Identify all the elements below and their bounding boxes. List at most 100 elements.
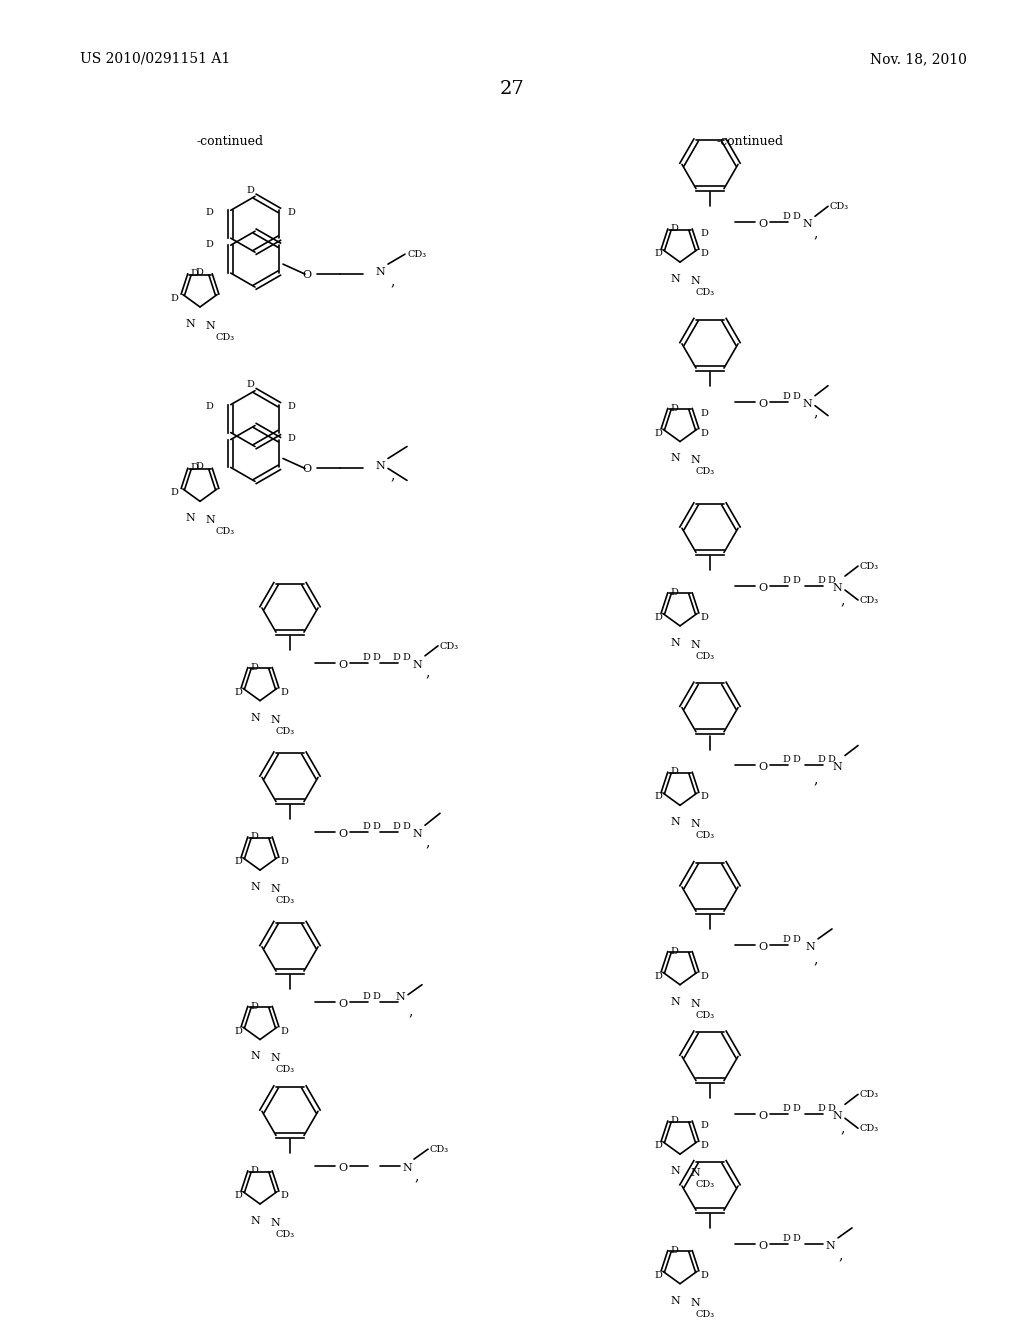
Text: D: D — [700, 972, 708, 981]
Text: D: D — [287, 403, 295, 411]
Text: ,: , — [813, 772, 817, 787]
Text: ,: , — [813, 226, 817, 240]
Text: N: N — [831, 1111, 842, 1121]
Text: CD₃: CD₃ — [860, 597, 880, 605]
Text: D: D — [782, 576, 790, 585]
Text: CD₃: CD₃ — [695, 1180, 714, 1189]
Text: D: D — [246, 380, 254, 389]
Text: D: D — [827, 755, 835, 764]
Text: O: O — [758, 399, 767, 409]
Text: D: D — [817, 755, 825, 764]
Text: D: D — [372, 822, 380, 832]
Text: ,: , — [390, 275, 394, 288]
Text: CD₃: CD₃ — [215, 527, 234, 536]
Text: D: D — [234, 857, 242, 866]
Text: D: D — [654, 972, 662, 981]
Text: D: D — [670, 767, 678, 776]
Text: D: D — [196, 268, 203, 277]
Text: D: D — [234, 688, 242, 697]
Text: N: N — [670, 997, 680, 1007]
Text: D: D — [654, 429, 662, 437]
Text: D: D — [782, 935, 790, 944]
Text: O: O — [758, 942, 767, 952]
Text: CD₃: CD₃ — [275, 1065, 294, 1074]
Text: N: N — [670, 1296, 680, 1305]
Text: D: D — [280, 688, 288, 697]
Text: D: D — [287, 207, 295, 216]
Text: D: D — [654, 792, 662, 801]
Text: D: D — [782, 213, 790, 222]
Text: D: D — [654, 249, 662, 259]
Text: N: N — [402, 1163, 412, 1173]
Text: US 2010/0291151 A1: US 2010/0291151 A1 — [80, 51, 230, 66]
Text: D: D — [392, 822, 400, 832]
Text: O: O — [758, 219, 767, 230]
Text: CD₃: CD₃ — [695, 1309, 714, 1319]
Text: O: O — [338, 660, 347, 669]
Text: D: D — [782, 392, 790, 401]
Text: D: D — [234, 1027, 242, 1036]
Text: ,: , — [425, 665, 429, 680]
Text: D: D — [700, 249, 708, 259]
Text: N: N — [690, 999, 699, 1008]
Text: O: O — [338, 829, 347, 840]
Text: D: D — [170, 294, 178, 304]
Text: O: O — [338, 999, 347, 1008]
Text: N: N — [250, 1052, 260, 1061]
Text: N: N — [375, 267, 385, 277]
Text: D: D — [782, 1234, 790, 1243]
Text: D: D — [190, 463, 198, 473]
Text: N: N — [690, 455, 699, 466]
Text: N: N — [670, 275, 680, 284]
Text: N: N — [395, 991, 404, 1002]
Text: CD₃: CD₃ — [275, 1230, 294, 1239]
Text: D: D — [670, 224, 678, 234]
Text: N: N — [690, 276, 699, 286]
Text: CD₃: CD₃ — [830, 202, 849, 211]
Text: ,: , — [840, 1121, 845, 1135]
Text: N: N — [270, 1053, 280, 1064]
Text: N: N — [185, 513, 195, 523]
Text: CD₃: CD₃ — [860, 1125, 880, 1134]
Text: CD₃: CD₃ — [275, 726, 294, 735]
Text: ,: , — [813, 405, 817, 420]
Text: CD₃: CD₃ — [695, 288, 714, 297]
Text: D: D — [670, 1246, 678, 1255]
Text: D: D — [170, 488, 178, 498]
Text: CD₃: CD₃ — [695, 1011, 714, 1019]
Text: D: D — [670, 1117, 678, 1125]
Text: N: N — [205, 515, 215, 525]
Text: N: N — [270, 714, 280, 725]
Text: D: D — [654, 1271, 662, 1280]
Text: ,: , — [813, 952, 817, 966]
Text: D: D — [654, 1142, 662, 1150]
Text: N: N — [802, 219, 812, 230]
Text: N: N — [205, 321, 215, 331]
Text: N: N — [831, 583, 842, 593]
Text: CD₃: CD₃ — [407, 251, 426, 259]
Text: D: D — [362, 653, 370, 661]
Text: D: D — [700, 429, 708, 437]
Text: -continued: -continued — [717, 135, 783, 148]
Text: 27: 27 — [500, 79, 524, 98]
Text: D: D — [700, 1142, 708, 1150]
Text: D: D — [792, 213, 800, 222]
Text: D: D — [280, 1027, 288, 1036]
Text: D: D — [246, 186, 254, 195]
Text: N: N — [412, 829, 422, 840]
Text: D: D — [234, 1191, 242, 1200]
Text: Nov. 18, 2010: Nov. 18, 2010 — [870, 51, 967, 66]
Text: N: N — [270, 1218, 280, 1228]
Text: D: D — [792, 1234, 800, 1243]
Text: CD₃: CD₃ — [275, 896, 294, 906]
Text: D: D — [700, 1121, 708, 1130]
Text: N: N — [670, 817, 680, 828]
Text: ,: , — [840, 593, 845, 607]
Text: N: N — [690, 640, 699, 649]
Text: D: D — [670, 946, 678, 956]
Text: D: D — [205, 207, 213, 216]
Text: D: D — [792, 1105, 800, 1113]
Text: D: D — [792, 392, 800, 401]
Text: N: N — [412, 660, 422, 669]
Text: N: N — [250, 882, 260, 892]
